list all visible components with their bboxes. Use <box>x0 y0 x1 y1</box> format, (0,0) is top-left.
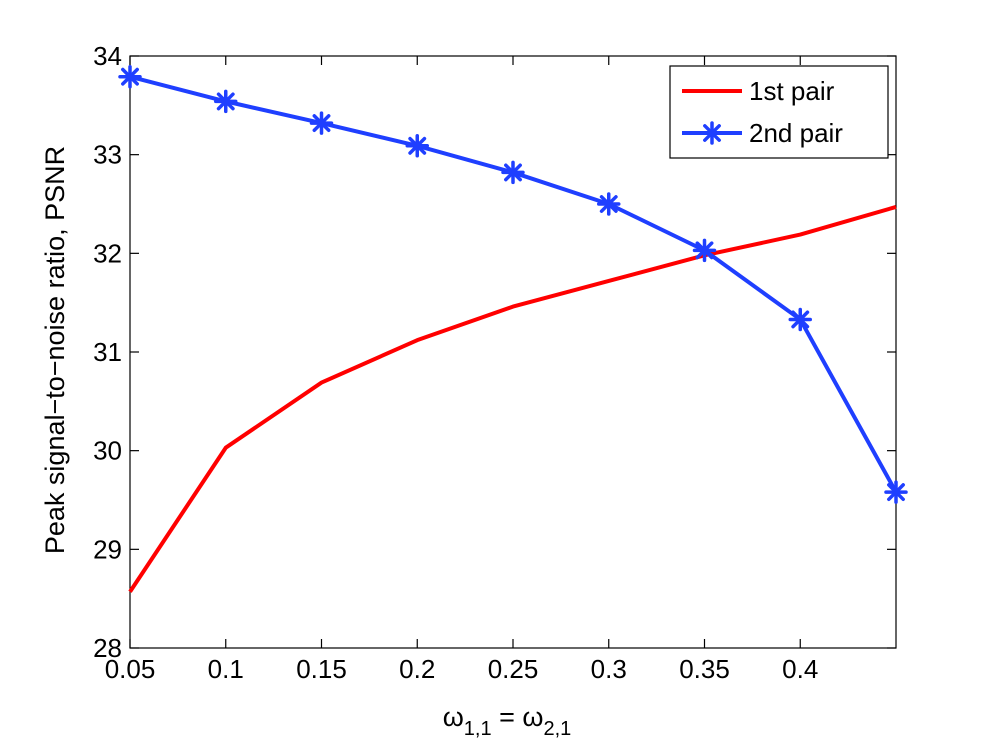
legend: 1st pair 2nd pair <box>669 65 889 159</box>
marker-stroke <box>504 163 522 182</box>
series-2-point <box>501 160 525 185</box>
y-tick-label: 28 <box>93 633 122 663</box>
series-2-point <box>405 134 429 158</box>
y-tick-label: 33 <box>93 140 122 170</box>
marker-stroke <box>695 241 714 260</box>
series-2-point <box>214 89 238 114</box>
y-tick-label: 29 <box>93 534 122 564</box>
y-tick-label: 34 <box>93 41 122 71</box>
tick-labels: 0.05 0.1 0.15 0.2 0.25 0.3 0.35 0.4 28 29 30 31 32 33… <box>93 41 818 684</box>
x-tick-label: 0.1 <box>208 654 244 684</box>
series-2-point <box>597 192 621 216</box>
y-tick-label: 30 <box>93 436 122 466</box>
x-tick-label: 0.05 <box>105 654 156 684</box>
x-axis-label: ω1,1 = ω2,1 <box>443 702 572 740</box>
marker-stroke <box>791 310 810 329</box>
y-tick-label: 32 <box>93 238 122 268</box>
marker-stroke <box>312 114 331 133</box>
series-2-point <box>118 64 142 89</box>
legend-marker-2 <box>700 121 724 145</box>
series-2-point <box>692 238 717 263</box>
legend-label-2: 2nd pair <box>749 118 843 148</box>
x-axis-label-rhs: ω <box>522 702 543 732</box>
marker-stroke <box>216 92 235 111</box>
legend-box <box>669 65 889 159</box>
marker-stroke <box>408 136 427 155</box>
x-tick-label: 0.2 <box>399 654 435 684</box>
series-line-1 <box>128 205 897 593</box>
x-axis-label-lhs: ω <box>443 702 464 732</box>
x-axis-label-eq: = <box>492 702 523 732</box>
x-axis-label-rhs-sub: 2,1 <box>543 718 571 740</box>
legend-label-1: 1st pair <box>749 76 835 106</box>
series-2-point <box>788 307 812 332</box>
x-axis-label-lhs-sub: 1,1 <box>464 718 492 740</box>
x-tick-label: 0.15 <box>296 654 347 684</box>
x-tick-label: 0.35 <box>679 654 730 684</box>
marker-stroke <box>599 195 618 213</box>
x-tick-label: 0.25 <box>488 654 539 684</box>
y-tick-label: 31 <box>93 337 122 367</box>
marker-stroke <box>887 483 905 502</box>
axis-ticks <box>129 55 896 649</box>
y-axis-label: Peak signal−to−noise ratio, PSNR <box>40 146 70 554</box>
x-tick-label: 0.4 <box>782 654 818 684</box>
x-tick-label: 0.3 <box>591 654 627 684</box>
marker-stroke <box>703 124 721 142</box>
series-2-point <box>309 111 334 135</box>
series-group <box>118 64 908 593</box>
series-2-point <box>884 480 908 504</box>
marker-stroke <box>121 67 139 86</box>
